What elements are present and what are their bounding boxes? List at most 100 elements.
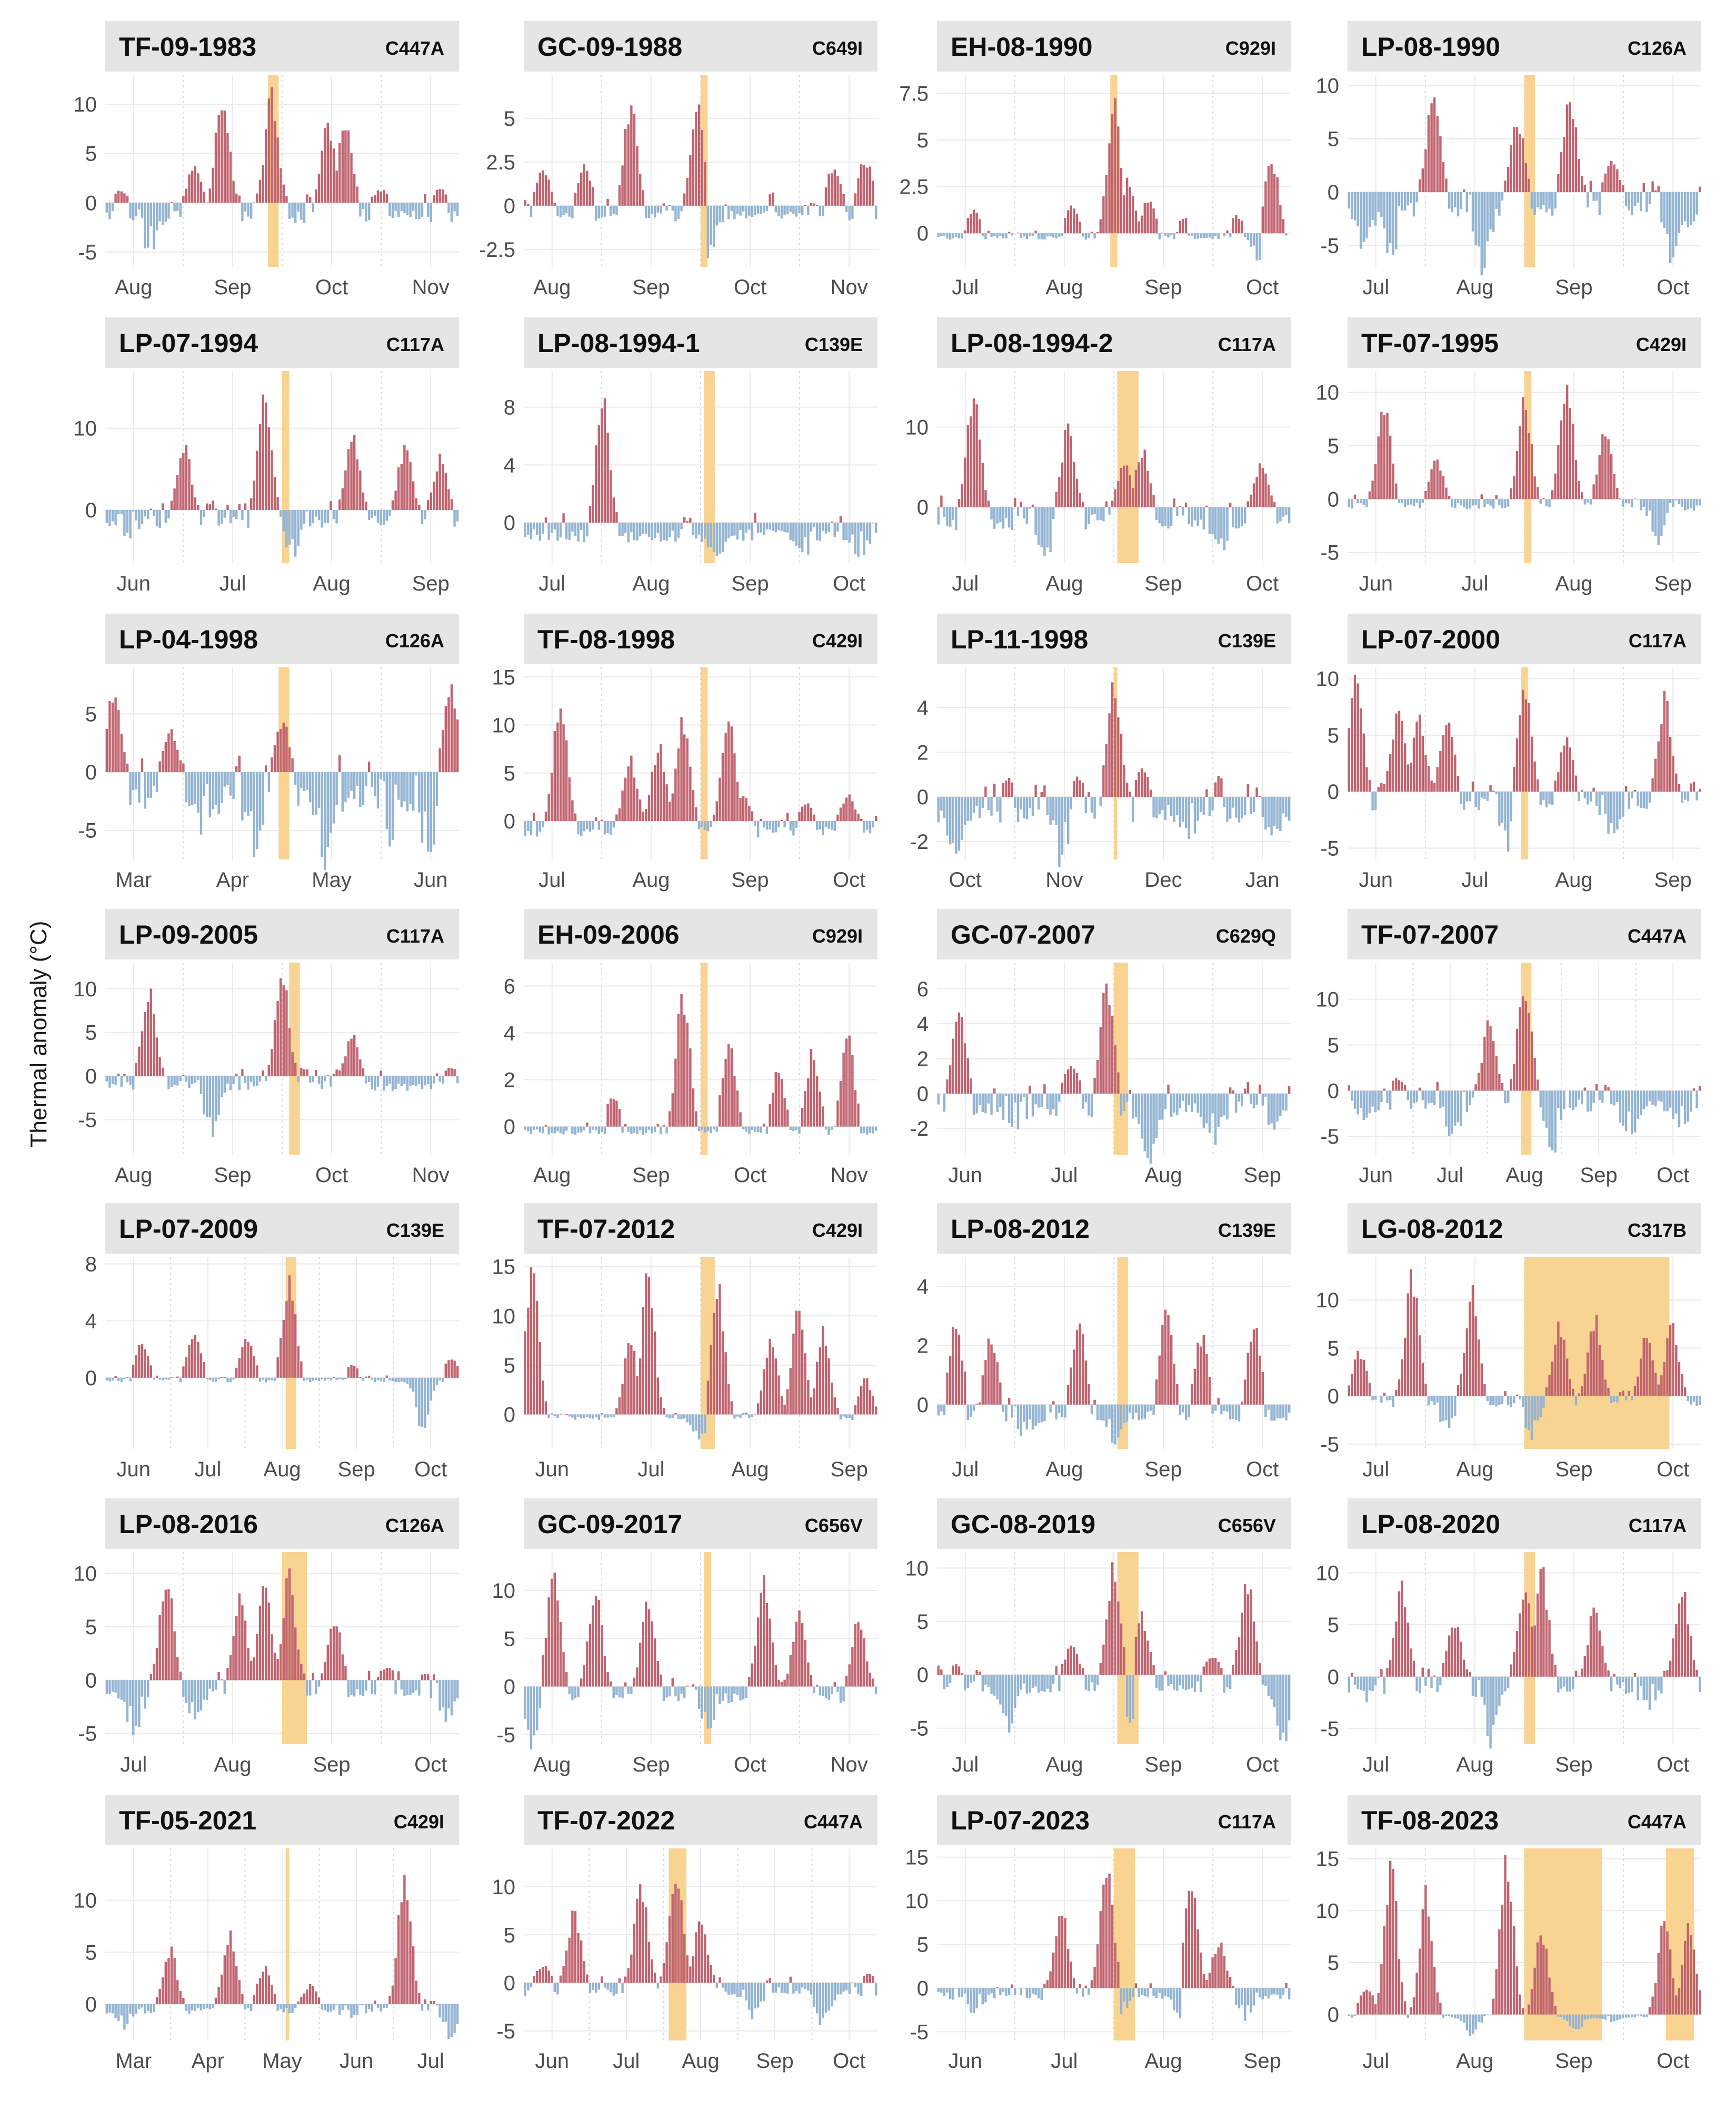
data-bar <box>831 821 833 830</box>
data-bar <box>610 1681 612 1687</box>
data-bar <box>105 1377 108 1380</box>
data-bar <box>538 1126 541 1133</box>
data-bar <box>1120 1404 1123 1430</box>
data-bar <box>347 1366 350 1378</box>
data-bar <box>1581 492 1583 499</box>
data-bar <box>1492 1041 1495 1091</box>
y-tick-label: 5 <box>1328 724 1339 747</box>
data-bar <box>424 1999 426 2004</box>
data-bar <box>754 1414 756 1415</box>
data-bar <box>356 1680 358 1689</box>
data-bar <box>1217 1947 1220 1988</box>
data-bar <box>1572 1388 1574 1396</box>
data-bar <box>1619 498 1622 499</box>
data-bar <box>754 205 756 215</box>
data-bar <box>153 203 155 249</box>
x-tick-label: Aug <box>1555 868 1592 892</box>
data-bar <box>415 203 417 219</box>
data-bar <box>1188 1093 1190 1106</box>
panel-strip <box>1348 909 1701 959</box>
data-bar <box>863 1975 865 1983</box>
y-tick-label: 10 <box>492 1876 516 1899</box>
data-bar <box>665 1942 668 1983</box>
y-tick-label: 0 <box>1328 781 1339 804</box>
data-bar <box>1067 1385 1070 1405</box>
x-tick-label: Jan <box>1245 868 1280 892</box>
data-bar <box>966 1675 969 1688</box>
data-bar <box>810 1675 813 1687</box>
data-bar <box>132 1680 135 1736</box>
data-bar <box>206 2004 208 2008</box>
x-tick-label: Jun <box>1359 868 1393 892</box>
data-bar <box>197 2004 199 2008</box>
data-bar <box>229 152 232 203</box>
data-bar <box>615 1983 618 1994</box>
x-tick-label: Oct <box>734 1164 766 1187</box>
data-bar <box>291 1595 294 1680</box>
data-bar <box>418 1076 421 1084</box>
data-bar <box>1368 780 1371 792</box>
x-tick-label: Sep <box>412 572 450 595</box>
data-bar <box>105 510 108 523</box>
data-bar <box>400 464 403 510</box>
data-bar <box>786 1389 789 1415</box>
data-bar <box>1395 483 1398 499</box>
data-bar <box>1023 1093 1025 1097</box>
data-bar <box>810 203 813 206</box>
x-tick-label: Sep <box>1144 1458 1182 1481</box>
data-bar <box>1439 1676 1442 1686</box>
data-bar <box>1037 233 1040 239</box>
data-bar <box>961 1017 963 1094</box>
x-tick-label: Sep <box>831 1458 868 1481</box>
data-bar <box>1430 1676 1433 1688</box>
data-bar <box>836 1686 839 1692</box>
data-bar <box>1572 1676 1574 1690</box>
data-bar <box>1663 691 1666 792</box>
data-bar <box>1102 1644 1105 1675</box>
data-bar <box>1663 499 1666 526</box>
data-bar <box>1560 1676 1563 1689</box>
data-bar <box>208 188 211 203</box>
x-tick-label: Jul <box>417 2049 444 2073</box>
data-bar <box>1528 1603 1530 1677</box>
data-bar <box>282 723 285 773</box>
x-tick-label: Jul <box>538 868 565 892</box>
panel-title: EH-09-2006 <box>537 920 680 949</box>
data-bar <box>1238 797 1241 823</box>
data-bar <box>238 1980 241 2004</box>
data-bar <box>1276 507 1279 524</box>
data-bar <box>238 504 241 511</box>
data-bar <box>966 1058 969 1094</box>
data-bar <box>1610 161 1613 193</box>
data-bar <box>1279 1988 1282 1999</box>
data-bar <box>1132 1988 1134 1997</box>
data-bar <box>1043 507 1046 556</box>
data-bar <box>763 205 765 213</box>
data-bar <box>400 772 403 807</box>
data-bar <box>586 1641 588 1687</box>
data-bar <box>179 1377 182 1383</box>
data-bar <box>371 1076 373 1089</box>
data-bar <box>421 1377 424 1427</box>
data-bar <box>1386 192 1389 253</box>
data-bar <box>144 772 146 809</box>
data-bar <box>1510 1902 1512 2015</box>
data-bar <box>1002 1093 1005 1120</box>
data-bar <box>1016 1675 1020 1696</box>
data-bar <box>751 205 754 217</box>
data-bar <box>238 1358 241 1378</box>
data-bar <box>1126 1988 1129 2008</box>
data-bar <box>630 755 633 821</box>
data-bar <box>1368 1676 1371 1690</box>
data-bar <box>662 203 665 206</box>
data-bar <box>745 1686 747 1698</box>
data-bar <box>957 1012 961 1094</box>
data-bar <box>1250 797 1252 815</box>
data-bar <box>1267 166 1270 234</box>
data-bar <box>692 790 695 821</box>
data-bar <box>297 203 300 212</box>
data-bar <box>780 205 783 219</box>
data-bar <box>739 1112 742 1127</box>
data-bar <box>1583 1656 1586 1677</box>
